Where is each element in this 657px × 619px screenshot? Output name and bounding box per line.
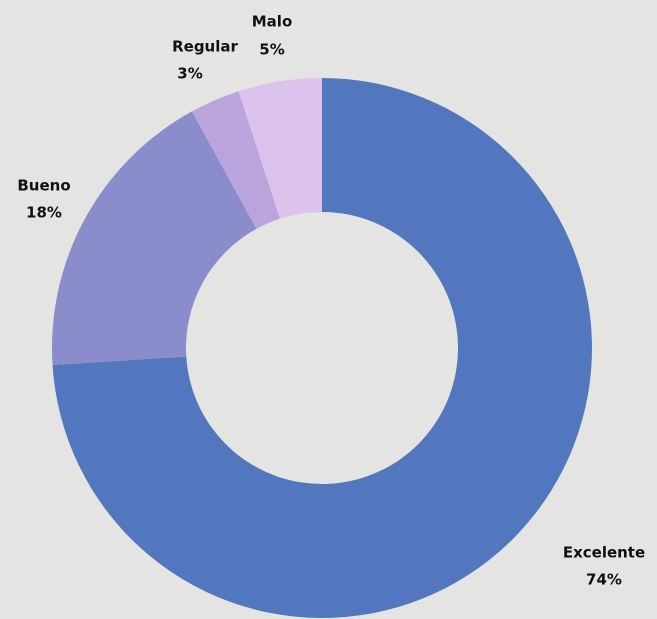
segment-label: Bueno	[17, 177, 70, 195]
segment-label: Regular	[172, 38, 238, 56]
donut-segment	[52, 78, 593, 618]
segment-value-label: 3%	[177, 65, 202, 83]
donut-segment	[52, 111, 257, 365]
donut-segment	[191, 91, 280, 229]
segment-value-label: 74%	[586, 571, 622, 589]
donut-segment	[238, 78, 322, 219]
segment-label: Malo	[252, 13, 293, 31]
segment-value-label: 18%	[26, 204, 62, 222]
segment-label: Excelente	[563, 544, 645, 562]
segment-value-label: 5%	[259, 41, 284, 59]
